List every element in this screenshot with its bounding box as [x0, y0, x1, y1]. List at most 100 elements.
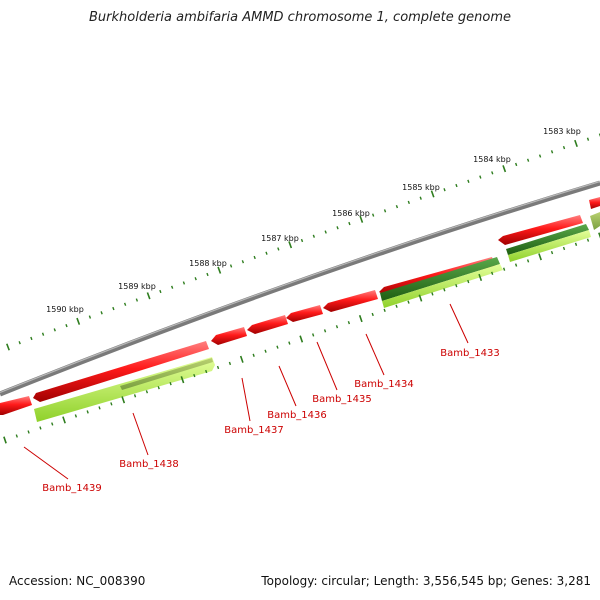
- scale-tick-major: [430, 190, 435, 198]
- scale-tick-minor: [348, 221, 351, 226]
- scale-tick-major: [502, 165, 507, 173]
- scale-tick-minor: [526, 158, 530, 162]
- gene-arrow: [247, 315, 288, 334]
- accession-text: Accession: NC_008390: [9, 574, 146, 588]
- scale-tick-minor: [112, 306, 115, 311]
- gene-label: Bamb_1438: [119, 459, 179, 470]
- scale-tick-major: [358, 314, 363, 323]
- scale-tick-minor: [586, 137, 590, 141]
- scale-tick-minor: [30, 336, 33, 341]
- scale-tick-minor: [383, 308, 386, 313]
- scale-tick-major: [418, 294, 423, 302]
- scale-tick-minor: [467, 179, 470, 183]
- scale-tick-major: [598, 232, 600, 239]
- scale-tick-minor: [491, 271, 494, 275]
- scale-tick-minor: [550, 250, 554, 255]
- scale-tick-major: [146, 292, 151, 300]
- scale-tick-major: [239, 355, 244, 363]
- scale-tick-minor: [312, 234, 316, 238]
- gene-label-connector: [23, 446, 69, 480]
- scale-tick-minor: [562, 145, 566, 150]
- scale-tick-minor: [288, 341, 291, 345]
- gene-arrow: [382, 264, 503, 308]
- scale-tick-minor: [110, 402, 113, 406]
- scale-tick-minor: [431, 292, 434, 296]
- scale-tick-minor: [502, 267, 506, 271]
- scale-tick-minor: [443, 288, 446, 292]
- gene-arrow: [380, 257, 500, 301]
- scale-tick-minor: [264, 349, 267, 353]
- scale-tick-minor: [15, 434, 18, 438]
- scale-tick-minor: [455, 183, 458, 188]
- scale-tick-minor: [312, 333, 315, 337]
- gene-arrow: [211, 327, 247, 345]
- scale-tick-minor: [335, 325, 339, 329]
- gene-label-connector: [365, 333, 385, 376]
- gene-arrow: [506, 224, 589, 255]
- reverse-strand-genes: [0, 197, 600, 415]
- scale-tick-minor: [526, 259, 530, 263]
- scale-tick-minor: [371, 312, 374, 317]
- scale-label: 1589 kbp: [118, 282, 156, 291]
- scale-tick-minor: [182, 281, 186, 285]
- scale-tick-minor: [135, 298, 139, 302]
- scale-tick-major: [180, 376, 185, 384]
- scale-tick-major: [299, 335, 304, 343]
- scale-tick-minor: [277, 247, 280, 251]
- scale-ticks-inner: [3, 232, 600, 444]
- scale-tick-minor: [159, 289, 162, 294]
- scale-tick-minor: [336, 226, 339, 230]
- gene-arrow: [0, 396, 32, 415]
- scale-tick-minor: [265, 251, 268, 255]
- scale-tick-major: [6, 343, 10, 351]
- scale-label: 1586 kbp: [332, 209, 370, 218]
- gene-arrow: [323, 290, 378, 312]
- gene-label: Bamb_1436: [267, 410, 327, 421]
- scale-tick-minor: [194, 277, 197, 281]
- scale-tick-minor: [395, 204, 399, 209]
- scale-tick-major: [288, 241, 293, 249]
- gene-arrow: [590, 212, 600, 230]
- scale-tick-minor: [98, 406, 101, 410]
- gene-arrow: [120, 358, 213, 390]
- scale-tick-minor: [86, 410, 89, 414]
- scale-tick-minor: [407, 300, 410, 304]
- scale-tick-major: [359, 215, 364, 223]
- scale-label: 1583 kbp: [543, 127, 581, 136]
- scale-tick-major: [478, 273, 483, 282]
- scale-tick-minor: [491, 171, 494, 175]
- scale-tick-minor: [300, 238, 304, 243]
- scale-tick-minor: [252, 353, 255, 357]
- gene-label: Bamb_1435: [312, 394, 372, 405]
- scale-tick-major: [3, 436, 7, 444]
- scale-label: 1590 kbp: [46, 305, 84, 314]
- scale-tick-major: [538, 253, 542, 261]
- scale-tick-minor: [514, 162, 518, 167]
- scale-tick-minor: [193, 373, 196, 378]
- scale-tick-minor: [395, 304, 398, 308]
- genome-backbone-highlight: [0, 180, 600, 394]
- scale-tick-minor: [407, 200, 410, 205]
- scale-tick-minor: [169, 382, 172, 386]
- scale-tick-minor: [514, 263, 518, 267]
- scale-tick-minor: [538, 154, 542, 158]
- genome-backbone: [0, 180, 600, 397]
- scale-tick-minor: [371, 213, 375, 217]
- scale-tick-minor: [419, 196, 422, 200]
- scale-label: 1584 kbp: [473, 155, 511, 164]
- gene-label-connector: [449, 303, 469, 344]
- scale-tick-minor: [253, 255, 256, 260]
- scale-tick-minor: [574, 242, 578, 246]
- scale-tick-minor: [51, 422, 54, 426]
- scale-tick-minor: [206, 272, 209, 277]
- gene-label-connector: [316, 341, 338, 391]
- scale-tick-minor: [65, 323, 68, 328]
- scale-tick-major: [121, 396, 126, 404]
- scale-tick-minor: [443, 188, 446, 192]
- scale-tick-minor: [324, 230, 327, 234]
- scale-tick-minor: [347, 321, 351, 325]
- gene-label-connector: [241, 377, 251, 422]
- gene-arrow: [33, 341, 209, 402]
- scale-tick-minor: [157, 386, 160, 390]
- scale-tick-minor: [228, 361, 232, 366]
